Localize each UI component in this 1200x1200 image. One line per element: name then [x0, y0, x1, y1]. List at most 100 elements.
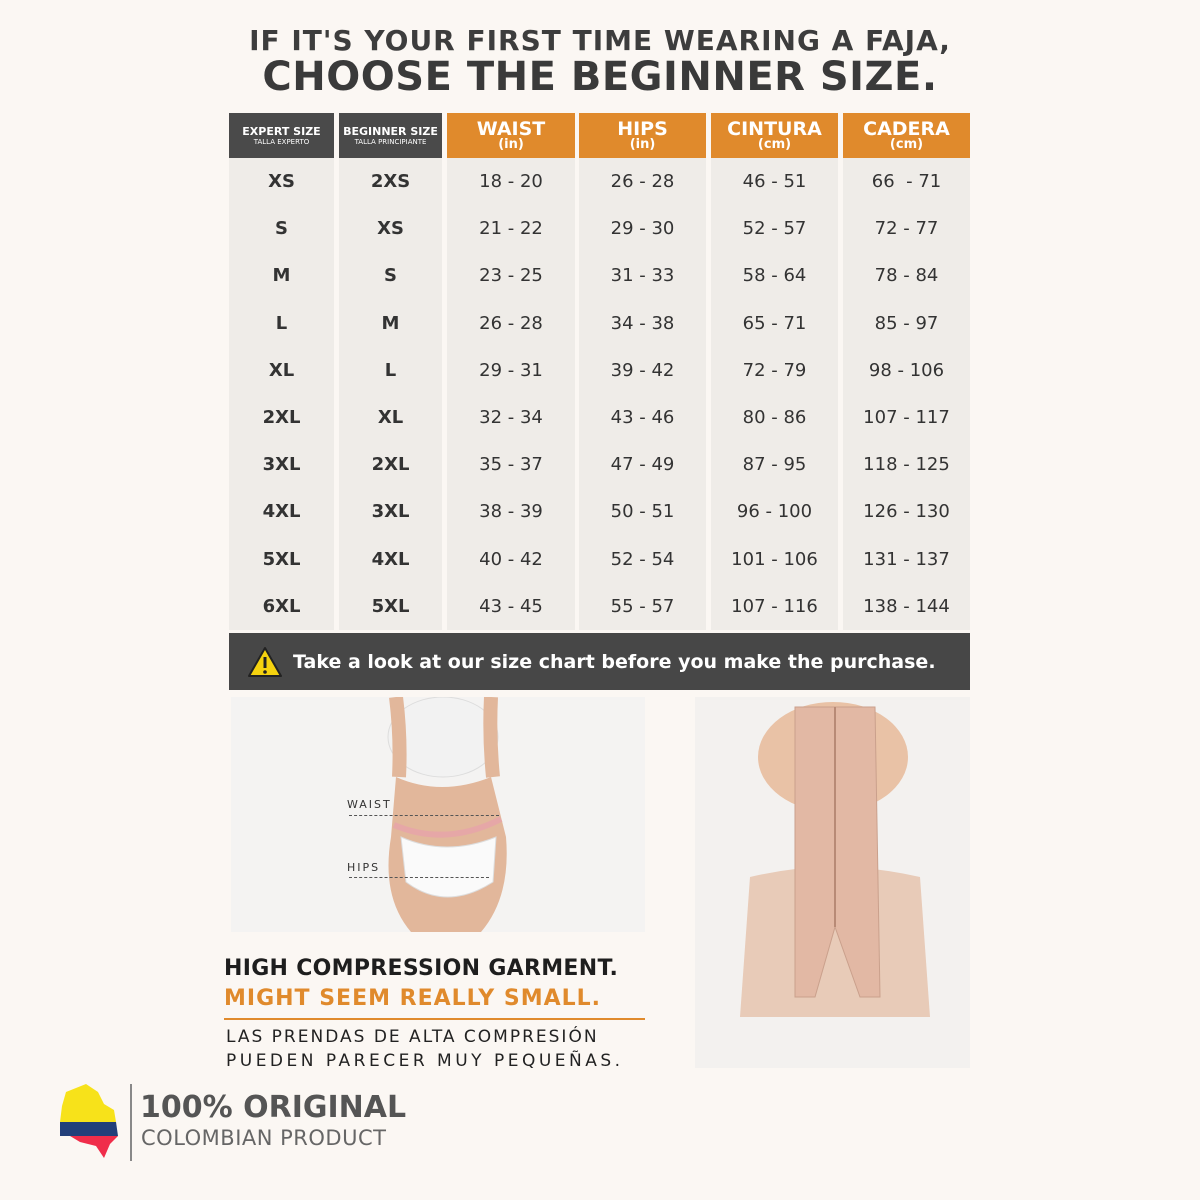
table-cell: 107 - 117: [863, 407, 950, 429]
table-cell: 35 - 37: [479, 454, 543, 476]
column-subtitle: (in): [629, 137, 656, 152]
table-cell: 39 - 42: [610, 359, 675, 381]
table-cell: L: [384, 359, 397, 381]
table-cell: L: [275, 312, 288, 334]
table-cell: 138 - 144: [863, 595, 950, 617]
table-cell: 52 - 54: [610, 548, 675, 570]
column-subtitle: (cm): [889, 137, 924, 152]
table-column: CINTURA (cm) 46 - 51 52 - 57 58 - 64 65 - 71…: [711, 113, 838, 630]
table-cell: 101 - 106: [731, 548, 818, 570]
table-cell: 6XL: [262, 595, 301, 617]
column-header: HIPS (in): [579, 113, 706, 158]
column-subtitle: TALLA EXPERTO: [253, 138, 310, 146]
table-cell: 38 - 39: [479, 501, 543, 523]
table-column: CADERA (cm) 66 - 71 72 - 77 78 - 84 85 - 97 9…: [843, 113, 970, 630]
table-column: WAIST (in) 18 - 20 21 - 22 23 - 25 26 - 28 29…: [447, 113, 575, 630]
table-cell: 66 - 71: [871, 171, 942, 193]
warning-banner: Take a look at our size chart before you…: [229, 633, 970, 690]
table-cell: 85 - 97: [874, 312, 939, 334]
table-cell: 58 - 64: [742, 265, 807, 287]
origin-divider: [130, 1084, 132, 1161]
measurement-photo: WAIST HIPS: [231, 696, 645, 932]
garment-model-image: [740, 702, 930, 1017]
table-cell: XL: [377, 407, 404, 429]
table-cell: 40 - 42: [479, 548, 543, 570]
table-cell: 2XL: [262, 407, 301, 429]
table-cell: 65 - 71: [742, 312, 807, 334]
waist-label: WAIST: [347, 798, 392, 811]
table-cell: XS: [268, 171, 295, 193]
table-cell: XL: [268, 359, 295, 381]
table-cell: 43 - 46: [610, 407, 675, 429]
column-title: EXPERT SIZE: [242, 125, 321, 138]
table-cell: 43 - 45: [479, 595, 543, 617]
table-cell: 107 - 116: [731, 595, 818, 617]
column-subtitle: TALLA PRINCIPIANTE: [354, 138, 427, 146]
table-cell: 72 - 79: [742, 359, 807, 381]
column-title: HIPS: [617, 118, 668, 140]
table-cell: 52 - 57: [742, 218, 807, 240]
column-header: CADERA (cm): [843, 113, 970, 158]
table-cell: 96 - 100: [736, 501, 813, 523]
column-header: WAIST (in): [447, 113, 575, 158]
table-cell: 55 - 57: [610, 595, 675, 617]
column-title: WAIST: [476, 118, 546, 140]
origin-title: 100% ORIGINAL: [140, 1090, 407, 1125]
headline-line1: IF IT'S YOUR FIRST TIME WEARING A FAJA,: [249, 24, 951, 57]
table-cell: S: [384, 265, 397, 287]
garment-note-line3: LAS PRENDAS DE ALTA COMPRESIÓN: [226, 1027, 599, 1047]
garment-note-line2: MIGHT SEEM REALLY SMALL.: [224, 986, 602, 1011]
table-cell: 5XL: [262, 548, 301, 570]
table-cell: 34 - 38: [610, 312, 675, 334]
table-cell: 29 - 30: [610, 218, 675, 240]
table-cell: 18 - 20: [479, 171, 543, 193]
warning-text: Take a look at our size chart before you…: [293, 650, 936, 673]
table-cell: 3XL: [262, 454, 301, 476]
table-cell: 23 - 25: [479, 265, 543, 287]
table-cell: M: [272, 265, 291, 287]
hips-label: HIPS: [347, 861, 381, 874]
table-cell: 29 - 31: [479, 359, 543, 381]
table-cell: 2XL: [371, 454, 410, 476]
garment-note-line1: HIGH COMPRESSION GARMENT.: [224, 956, 619, 981]
column-header: BEGINNER SIZE TALLA PRINCIPIANTE: [339, 113, 442, 158]
note-divider: [224, 1018, 645, 1020]
table-cell: M: [381, 312, 400, 334]
column-header: CINTURA (cm): [711, 113, 838, 158]
headline-line2: CHOOSE THE BEGINNER SIZE.: [262, 54, 938, 100]
table-column: BEGINNER SIZE TALLA PRINCIPIANTE 2XS XS S M L…: [339, 113, 442, 630]
table-cell: 98 - 106: [868, 359, 945, 381]
column-title: BEGINNER SIZE: [343, 125, 438, 138]
table-cell: 118 - 125: [863, 454, 950, 476]
table-cell: 126 - 130: [863, 501, 950, 523]
table-cell: 32 - 34: [479, 407, 543, 429]
table-cell: 26 - 28: [610, 171, 675, 193]
table-cell: 131 - 137: [863, 548, 950, 570]
table-cell: 21 - 22: [479, 218, 543, 240]
table-cell: 72 - 77: [874, 218, 939, 240]
column-subtitle: (cm): [757, 137, 792, 152]
origin-subtitle: COLOMBIAN PRODUCT: [141, 1126, 387, 1150]
table-column: HIPS (in) 26 - 28 29 - 30 31 - 33 34 - 38 39 …: [579, 113, 706, 630]
garment-photo: [695, 697, 970, 1068]
table-cell: 3XL: [371, 501, 410, 523]
table-cell: 47 - 49: [610, 454, 675, 476]
table-cell: 78 - 84: [874, 265, 939, 287]
warning-triangle-icon: [248, 646, 282, 677]
table-cell: 31 - 33: [610, 265, 675, 287]
hips-dash-line: [349, 877, 489, 878]
table-column: EXPERT SIZE TALLA EXPERTO XS S M L XL 2XL 3XL 4X…: [229, 113, 334, 630]
waist-dash-line: [349, 815, 499, 816]
table-cell: 26 - 28: [479, 312, 543, 334]
table-cell: 5XL: [371, 595, 410, 617]
table-cell: XS: [377, 218, 404, 240]
table-cell: 4XL: [262, 501, 301, 523]
table-cell: 50 - 51: [610, 501, 675, 523]
column-title: CINTURA: [727, 118, 822, 140]
table-cell: 87 - 95: [742, 454, 807, 476]
table-cell: 2XS: [370, 171, 411, 193]
column-title: CADERA: [863, 118, 950, 140]
table-cell: 46 - 51: [742, 171, 807, 193]
colombia-map-icon: [60, 1084, 118, 1158]
